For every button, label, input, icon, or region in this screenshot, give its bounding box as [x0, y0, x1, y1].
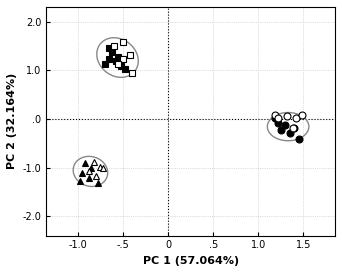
X-axis label: PC 1 (57.064%): PC 1 (57.064%) [143, 256, 239, 266]
Y-axis label: PC 2 (32.164%): PC 2 (32.164%) [7, 73, 17, 170]
